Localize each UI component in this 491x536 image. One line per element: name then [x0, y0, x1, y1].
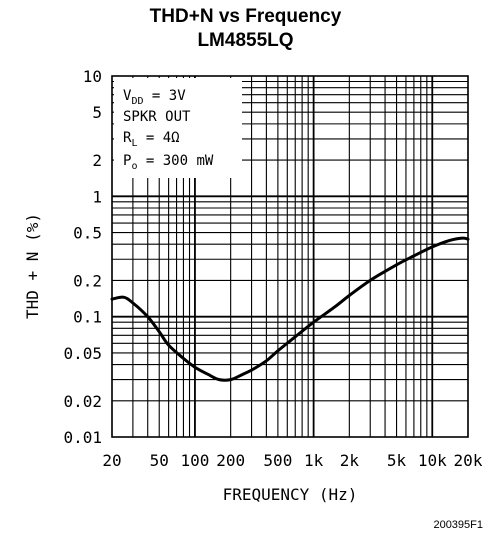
y-axis-label: THD + N (%) [23, 213, 42, 319]
condition-load: RL = 4Ω [123, 130, 180, 149]
x-axis-label: FREQUENCY (Hz) [223, 485, 358, 504]
y-tick-label: 5 [92, 103, 102, 122]
plot-frame [111, 75, 469, 438]
tick-labels: 20 50 100 200 500 1k 2k 5k 10k 20k 0.01 0.02 0.05 0.1… [63, 67, 482, 470]
x-tick-label: 20k [454, 451, 483, 470]
figure-id: 200395F1 [433, 519, 483, 531]
x-tick-label: 20 [102, 451, 121, 470]
y-tick-label: 10 [83, 67, 102, 86]
x-tick-label: 2k [340, 451, 360, 470]
major-grid [112, 76, 468, 437]
x-tick-label: 50 [150, 451, 169, 470]
x-tick-label: 1k [304, 451, 324, 470]
condition-vdd: VDD = 3V [123, 88, 186, 107]
y-tick-label: 0.01 [63, 428, 102, 447]
chart-subtitle: LM4855LQ [197, 30, 294, 51]
x-tick-label: 100 [180, 451, 209, 470]
condition-output: SPKR OUT [123, 109, 191, 125]
y-tick-label: 0.5 [73, 224, 102, 243]
y-tick-label: 0.1 [73, 308, 102, 327]
y-tick-label: 0.05 [63, 344, 102, 363]
x-tick-label: 5k [387, 451, 407, 470]
conditions-box [114, 78, 242, 178]
x-tick-label: 10k [418, 451, 447, 470]
condition-power: Po = 300 mW [123, 153, 214, 172]
chart-title: THD+N vs Frequency [149, 6, 342, 27]
y-tick-label: 0.2 [73, 271, 102, 290]
x-tick-label: 200 [216, 451, 245, 470]
y-tick-label: 0.02 [63, 392, 102, 411]
x-tick-label: 500 [263, 451, 292, 470]
y-tick-label: 1 [92, 187, 102, 206]
y-tick-label: 2 [92, 151, 102, 170]
thd-n-curve [110, 236, 470, 382]
